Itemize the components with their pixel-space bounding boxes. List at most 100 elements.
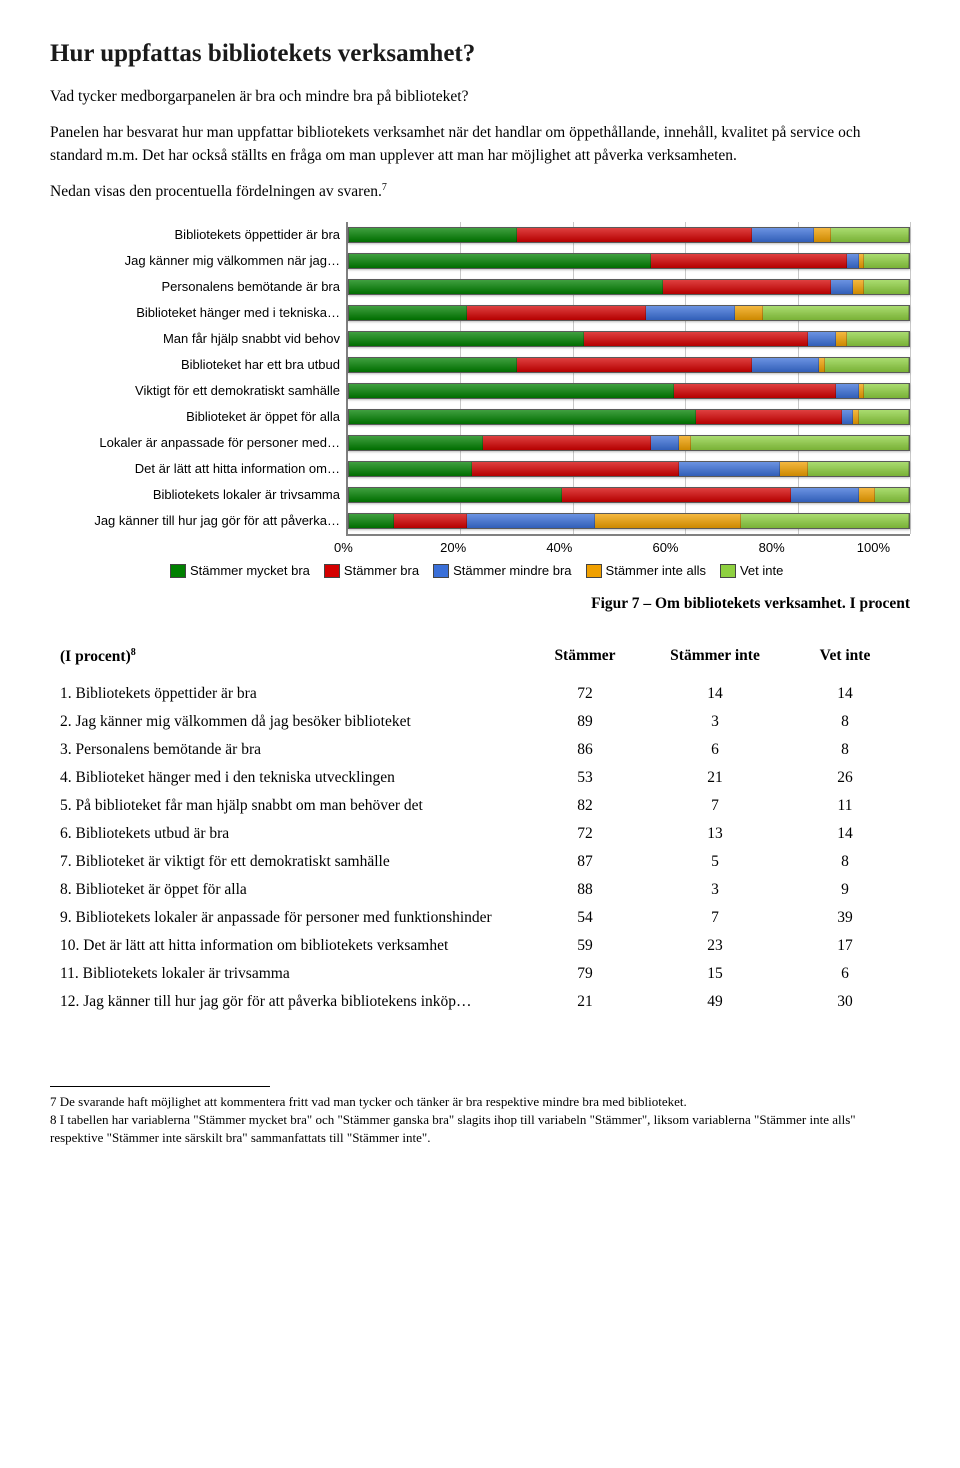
table-cell-value: 49 [650,988,780,1016]
table-row: 3. Personalens bemötande är bra8668 [50,736,910,764]
chart-bar-stack [348,461,910,477]
footnote-ref-7: 7 [382,182,387,193]
table-cell-value: 82 [520,792,650,820]
chart-bar-segment [842,410,853,424]
table-row: 7. Biblioteket är viktigt för ett demokr… [50,848,910,876]
legend-label: Stämmer bra [344,563,419,578]
intro-paragraph: Panelen har besvarat hur man uppfattar b… [50,122,910,167]
table-cell-value: 8 [780,736,910,764]
chart-bar-segment [780,462,808,476]
chart-bar-stack [348,435,910,451]
chart-bar-segment [859,410,909,424]
table-header-col3: Vet inte [780,641,910,680]
table-cell-value: 17 [780,932,910,960]
chart-bar-segment [483,436,651,450]
table-cell-value: 54 [520,904,650,932]
chart-bar-row [348,248,910,274]
chart-y-label: Man får hjälp snabbt vid behov [50,326,340,352]
table-row: 11. Bibliotekets lokaler är trivsamma791… [50,960,910,988]
legend-swatch [324,564,340,578]
chart-bar-segment [394,514,467,528]
table-cell-value: 15 [650,960,780,988]
table-row: 12. Jag känner till hur jag gör för att … [50,988,910,1016]
table-row: 6. Bibliotekets utbud är bra721314 [50,820,910,848]
legend-swatch [170,564,186,578]
x-tick: 40% [558,540,664,555]
table-cell-value: 7 [650,792,780,820]
chart-bar-segment [853,280,864,294]
chart-bar-segment [349,410,696,424]
chart-bar-segment [349,514,394,528]
chart-y-label: Viktigt för ett demokratiskt samhälle [50,378,340,404]
chart-bar-segment [864,254,909,268]
chart-bar-segment [349,332,584,346]
legend-label: Stämmer mindre bra [453,563,571,578]
table-cell-label: 2. Jag känner mig välkommen då jag besök… [50,708,520,736]
chart-bar-segment [584,332,808,346]
chart-bar-segment [847,254,858,268]
chart-bar-row [348,222,910,248]
footnote-ref-8: 8 [131,647,136,658]
table-cell-value: 23 [650,932,780,960]
table-cell-value: 21 [650,764,780,792]
chart-bar-segment [875,488,909,502]
chart-bar-stack [348,487,910,503]
chart-bar-stack [348,383,910,399]
chart-bar-segment [467,514,596,528]
chart-bar-segment [859,488,876,502]
chart-bar-segment [517,228,752,242]
table-cell-value: 72 [520,820,650,848]
table-cell-label: 4. Biblioteket hänger med i den tekniska… [50,764,520,792]
table-row: 10. Det är lätt att hitta information om… [50,932,910,960]
chart-bar-segment [836,384,858,398]
chart-bar-row [348,378,910,404]
table-row: 2. Jag känner mig välkommen då jag besök… [50,708,910,736]
x-tick-label: 40% [546,540,572,555]
footnote-rule [50,1086,270,1093]
table-cell-label: 7. Biblioteket är viktigt för ett demokr… [50,848,520,876]
chart-bar-stack [348,357,910,373]
x-tick: 60% [664,540,770,555]
chart-bar-segment [847,332,909,346]
table-cell-value: 5 [650,848,780,876]
chart-bar-segment [467,306,646,320]
chart-bar-segment [691,436,909,450]
chart-bar-segment [517,358,752,372]
chart-bar-segment [696,410,842,424]
table-cell-value: 14 [780,820,910,848]
chart-bar-segment [679,436,690,450]
chart-bar-row [348,456,910,482]
table-cell-label: 5. På biblioteket får man hjälp snabbt o… [50,792,520,820]
table-cell-value: 6 [650,736,780,764]
page-heading: Hur uppfattas bibliotekets verksamhet? [50,40,910,68]
chart-bar-segment [595,514,741,528]
figure-caption: Figur 7 – Om bibliotekets verksamhet. I … [50,595,910,613]
table-row: 5. På biblioteket får man hjälp snabbt o… [50,792,910,820]
table-cell-value: 30 [780,988,910,1016]
chart-bar-stack [348,279,910,295]
table-row: 4. Biblioteket hänger med i den tekniska… [50,764,910,792]
table-cell-value: 13 [650,820,780,848]
chart-y-label: Jag känner till hur jag gör för att påve… [50,508,340,534]
chart-bar-row [348,274,910,300]
chart-bar-segment [472,462,679,476]
chart-bar-stack [348,513,910,529]
legend-label: Stämmer mycket bra [190,563,310,578]
table-cell-value: 3 [650,708,780,736]
table-cell-label: 3. Personalens bemötande är bra [50,736,520,764]
chart-bar-segment [349,488,562,502]
chart-bar-segment [791,488,858,502]
x-tick-label: 0% [334,540,353,555]
table-cell-value: 14 [650,680,780,708]
chart-y-label: Bibliotekets öppettider är bra [50,222,340,248]
chart-bar-segment [349,358,517,372]
chart-bar-row [348,430,910,456]
table-header-left-text: (I procent) [60,648,131,665]
chart-y-label: Lokaler är anpassade för personer med… [50,430,340,456]
legend-item: Stämmer bra [324,563,419,578]
chart-bar-row [348,482,910,508]
legend-item: Vet inte [720,563,783,578]
x-tick-label: 20% [440,540,466,555]
table-row: 1. Bibliotekets öppettider är bra721414 [50,680,910,708]
chart-bar-segment [808,332,836,346]
